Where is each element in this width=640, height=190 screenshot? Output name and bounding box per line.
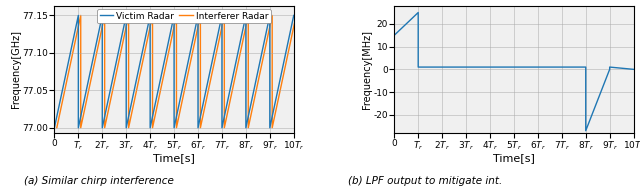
Text: (a) Similar chirp interference: (a) Similar chirp interference bbox=[24, 176, 174, 186]
Y-axis label: Frequency[MHz]: Frequency[MHz] bbox=[362, 30, 372, 109]
Legend: Victim Radar, Interferer Radar: Victim Radar, Interferer Radar bbox=[97, 9, 271, 23]
X-axis label: Time[s]: Time[s] bbox=[493, 153, 535, 163]
Text: (b) LPF output to mitigate int.: (b) LPF output to mitigate int. bbox=[348, 176, 503, 186]
Y-axis label: Frequency[GHz]: Frequency[GHz] bbox=[11, 30, 21, 108]
X-axis label: Time[s]: Time[s] bbox=[153, 153, 195, 163]
